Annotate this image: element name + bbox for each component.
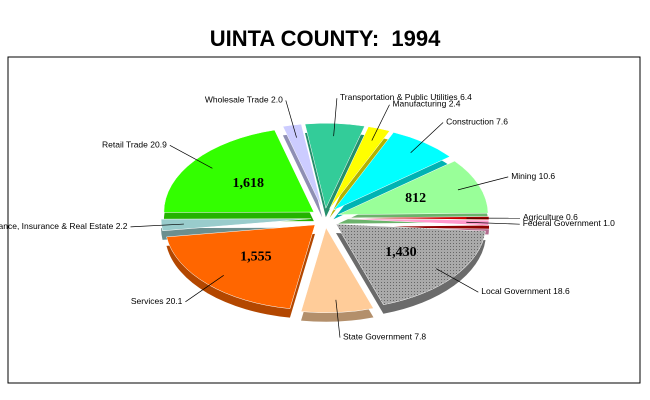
slice-name: Transportation & Public Utilities (340, 92, 458, 102)
slice-name: Construction (446, 117, 494, 127)
slice-label: Federal Government 1.0 (523, 218, 615, 228)
chart-title: UINTA COUNTY: 1994 (210, 26, 441, 51)
slice-label: Local Government 18.6 (481, 286, 570, 296)
leader-line (130, 223, 184, 228)
slice-value: 6.4 (460, 92, 472, 102)
slice-value: 7.6 (496, 117, 508, 127)
slice-label: Finance, Insurance & Real Estate 2.2 (0, 221, 128, 231)
leader-line (169, 145, 213, 169)
slice (335, 223, 486, 305)
count-label: 1,618 (232, 176, 264, 191)
slice-side (282, 133, 323, 218)
slice-name: Federal Government (523, 218, 602, 228)
slice-value: 18.6 (553, 286, 570, 296)
slice-label: Wholesale Trade 2.0 (205, 95, 283, 105)
slice-label: Transportation & Public Utilities 6.4 (340, 92, 472, 102)
slice-name: Services (131, 296, 164, 306)
slice-value: 10.6 (539, 171, 556, 181)
slice-name: Finance, Insurance & Real Estate (0, 221, 114, 231)
slice-label: Services 20.1 (131, 296, 183, 306)
leader-line (457, 176, 509, 191)
leader-line (410, 122, 444, 153)
slice (333, 132, 451, 211)
slice-value: 0.6 (566, 212, 578, 222)
slice (329, 126, 391, 209)
slice-label: Manufacturing 2.4 (392, 99, 460, 109)
count-label: 1,555 (240, 250, 272, 265)
slice (282, 123, 323, 209)
slice-name: Manufacturing (392, 99, 446, 109)
slice-side (339, 225, 489, 229)
plot-frame (7, 56, 641, 384)
slice (338, 160, 489, 215)
leader-line (185, 275, 224, 303)
slice (163, 129, 315, 213)
slice-label: Agriculture 0.6 (523, 212, 578, 222)
slice-value: 20.9 (150, 140, 167, 150)
slice-label: Mining 10.6 (511, 171, 555, 181)
slice-label: State Government 7.8 (343, 332, 426, 342)
count-label: 812 (405, 191, 426, 206)
leader-line (335, 299, 341, 338)
leader-line (466, 221, 520, 225)
slice-name: Agriculture (523, 212, 564, 222)
slice-label: Construction 7.6 (446, 117, 508, 127)
count-label: 1,430 (385, 245, 417, 260)
slice-value: 2.2 (116, 221, 128, 231)
slice-value: 7.8 (414, 332, 426, 342)
leader-line (285, 100, 297, 138)
slice-name: Mining (511, 171, 536, 181)
slice-value: 20.1 (166, 296, 183, 306)
leader-line (333, 98, 338, 137)
slice-name: Retail Trade (102, 140, 148, 150)
slice (166, 224, 316, 309)
slice-value: 2.4 (449, 99, 461, 109)
slice-label: Retail Trade 20.9 (102, 140, 167, 150)
slice-value: 1.0 (603, 218, 615, 228)
leader-line (436, 268, 479, 293)
slice-name: Local Government (481, 286, 551, 296)
slice-name: State Government (343, 332, 413, 342)
slice-name: Wholesale Trade (205, 95, 269, 105)
leader-line (371, 104, 390, 141)
slice-value: 2.0 (271, 95, 283, 105)
